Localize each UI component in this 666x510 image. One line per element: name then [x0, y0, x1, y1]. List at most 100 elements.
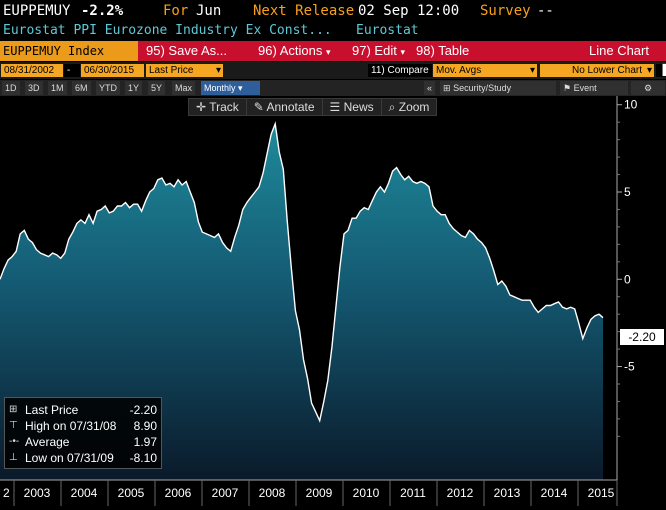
- lower-chart-select[interactable]: No Lower Chart ▾: [540, 64, 654, 77]
- for-value: Jun: [196, 3, 222, 19]
- edit-dropdown-icon: ▾: [400, 47, 405, 57]
- x-tick-label: 2014: [541, 486, 568, 500]
- survey-value: --: [537, 3, 554, 19]
- last-price-tag: -2.20: [620, 329, 664, 345]
- lower-chart-value: No Lower Chart: [571, 65, 642, 76]
- period-tab-ytd[interactable]: YTD: [96, 81, 120, 95]
- legend-high-label: High on 07/31/08: [25, 419, 117, 433]
- track-button[interactable]: ✛ Track: [189, 99, 247, 115]
- period-tab-max[interactable]: Max: [172, 81, 196, 95]
- average-marker-icon: -•-: [9, 436, 20, 447]
- y-tick-label: 5: [624, 185, 631, 199]
- x-tick-label: 2015: [588, 486, 615, 500]
- gear-icon: ⚙: [643, 83, 653, 93]
- news-button[interactable]: ☰ News: [323, 99, 382, 115]
- period-tab-6m[interactable]: 6M: [72, 81, 91, 95]
- actions-number: 96): [258, 43, 277, 58]
- legend-low-label: Low on 07/31/09: [25, 451, 114, 465]
- security-study-button[interactable]: ⊞ Security/Study: [440, 81, 556, 95]
- settings-gear-button[interactable]: ⚙: [631, 81, 665, 95]
- x-tick-label: 2010: [353, 486, 380, 500]
- legend-average-label: Average: [25, 435, 70, 449]
- save-as-label: Save As...: [168, 43, 227, 58]
- for-label: For: [163, 3, 189, 19]
- chart-settings-bar: 08/31/2002 - 06/30/2015 Last Price ▾ 11) …: [0, 62, 666, 79]
- save-as-number: 95): [146, 43, 165, 58]
- legend-square-icon: ⊞: [9, 404, 18, 415]
- x-tick-label: 2004: [71, 486, 98, 500]
- date-separator: -: [64, 64, 80, 77]
- x-tick-label: 2012: [447, 486, 474, 500]
- field-dropdown-icon: ▾: [215, 65, 221, 76]
- actions-button[interactable]: 96) Actions ▾: [258, 41, 331, 62]
- compare-select[interactable]: Mov. Avgs ▾: [433, 64, 537, 77]
- actions-label: Actions: [279, 43, 323, 58]
- event-label: Event: [573, 83, 597, 93]
- period-tab-1y[interactable]: 1Y: [125, 81, 143, 95]
- scroll-handle[interactable]: ▐: [656, 64, 666, 77]
- end-date-field[interactable]: 06/30/2015: [81, 64, 144, 77]
- function-toolbar: EUPPEMUY Index 95) Save As... 96) Action…: [0, 41, 666, 61]
- line-chart-area[interactable]: 10 5 0 -5 2 2003 2004 2005 2006 2007 2008 2009 2010 2…: [0, 96, 666, 510]
- security-study-label: Security/Study: [453, 83, 512, 93]
- data-source: Eurostat: [356, 23, 419, 38]
- x-tick-label: 2008: [259, 486, 286, 500]
- security-description: Eurostat PPI Eurozone Industry Ex Const.…: [3, 23, 332, 38]
- start-date-field[interactable]: 08/31/2002: [1, 64, 63, 77]
- ticker-symbol: EUPPEMUY: [3, 3, 71, 19]
- flag-icon: ⚑: [563, 83, 572, 93]
- chart-svg[interactable]: 10 5 0 -5 2 2003 2004 2005 2006 2007 2008 2009 2010 2…: [0, 96, 666, 510]
- x-tick-label: 2011: [400, 486, 426, 500]
- legend-last-label: Last Price: [25, 403, 79, 417]
- event-button[interactable]: ⚑ Event: [560, 81, 628, 95]
- zoom-button[interactable]: ⌕ Zoom: [382, 99, 437, 115]
- period-tab-3d[interactable]: 3D: [25, 81, 43, 95]
- x-tick-label: 2005: [118, 486, 145, 500]
- field-select[interactable]: Last Price ▾: [146, 64, 223, 77]
- save-as-button[interactable]: 95) Save As...: [146, 41, 227, 61]
- next-release-label: Next Release: [253, 3, 355, 19]
- high-marker-icon: ⊤: [9, 420, 18, 431]
- track-label: Track: [209, 100, 239, 114]
- survey-label: Survey: [480, 3, 531, 19]
- compare-number: 11): [371, 65, 385, 76]
- frequency-select[interactable]: Monthly ▾: [201, 81, 260, 95]
- annotate-button[interactable]: ✎ Annotate: [247, 99, 323, 115]
- zoom-label: Zoom: [398, 100, 430, 114]
- index-label[interactable]: EUPPEMUY Index: [0, 41, 138, 61]
- edit-label: Edit: [374, 43, 397, 58]
- ticker-value: -2.2%: [81, 3, 124, 19]
- x-tick-label: 2: [3, 486, 10, 500]
- y-tick-label: 10: [624, 98, 638, 112]
- legend-high-value: 8.90: [133, 419, 157, 433]
- legend-low-value: -8.10: [129, 451, 157, 465]
- table-button[interactable]: 98) Table: [416, 41, 469, 61]
- edit-button[interactable]: 97) Edit ▾: [352, 41, 405, 62]
- legend-high: ⊤ High on 07/31/08 8.90: [9, 418, 159, 434]
- compare-select-value: Mov. Avgs: [436, 65, 482, 76]
- legend-low: ⊥ Low on 07/31/09 -8.10: [9, 450, 159, 466]
- next-release-value: 02 Sep 12:00: [358, 3, 460, 19]
- legend-average-value: 1.97: [133, 435, 157, 449]
- ticker-header: EUPPEMUY -2.2% For Jun Next Release 02 S…: [0, 0, 666, 22]
- y-tick-label: -5: [624, 360, 635, 374]
- legend-last-value: -2.20: [129, 403, 157, 417]
- period-tab-5y[interactable]: 5Y: [148, 81, 166, 95]
- security-study-icon: ⊞: [443, 83, 451, 93]
- period-tab-1d[interactable]: 1D: [2, 81, 20, 95]
- frequency-dropdown-icon: ▾: [238, 83, 243, 93]
- y-tick-label: 0: [624, 272, 631, 286]
- x-tick-label: 2007: [212, 486, 239, 500]
- x-tick-label: 2013: [494, 486, 521, 500]
- period-tab-1m[interactable]: 1M: [48, 81, 67, 95]
- annotate-label: Annotate: [266, 100, 315, 114]
- chart-legend[interactable]: ⊞ Last Price -2.20 ⊤ High on 07/31/08 8.…: [4, 397, 162, 469]
- low-marker-icon: ⊥: [9, 452, 18, 463]
- period-tabs: 1D 3D 1M 6M YTD 1Y 5Y Max Monthly ▾ « ⊞ …: [0, 80, 666, 96]
- lower-chart-dropdown-icon: ▾: [646, 65, 652, 76]
- legend-last-price: ⊞ Last Price -2.20: [9, 402, 159, 418]
- actions-dropdown-icon: ▾: [325, 47, 331, 57]
- x-tick-label: 2009: [306, 486, 333, 500]
- chart-type-button[interactable]: Line Chart: [589, 43, 649, 58]
- collapse-chevron[interactable]: «: [424, 81, 436, 95]
